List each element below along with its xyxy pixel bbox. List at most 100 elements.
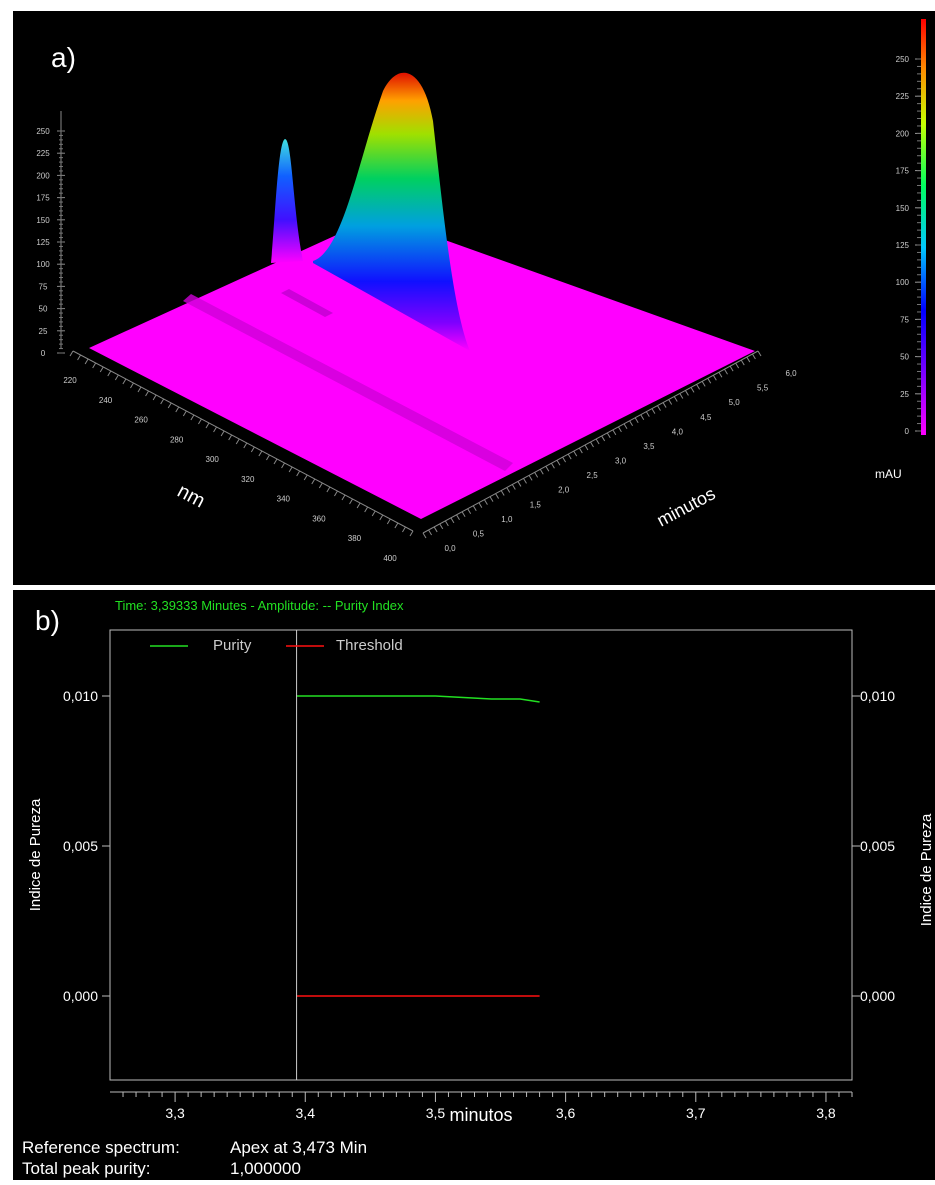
time-minor-tick (746, 356, 751, 363)
nm-minor-tick (296, 470, 301, 477)
z-tick-label: 100 (36, 260, 50, 269)
time-minor-tick (428, 529, 433, 536)
nm-tick-label: 240 (99, 396, 113, 405)
time-tick-label: 4,0 (672, 427, 684, 436)
time-axis: 0,0 0,5 1,0 1,5 2,0 2,5 3,0 3,5 4,0 4,5 5,0 5,5 6,0 (422, 350, 797, 553)
total-purity-value: 1,000000 (230, 1159, 301, 1178)
legend-threshold-label: Threshold (336, 637, 403, 654)
time-minor-tick (511, 484, 516, 490)
nm-minor-tick (130, 382, 134, 389)
nm-minor-tick (77, 354, 81, 361)
x-tick-label: 3,7 (686, 1105, 706, 1121)
nm-minor-tick (122, 378, 127, 385)
time-minor-tick (584, 444, 589, 451)
time-minor-tick (578, 447, 583, 454)
colorbar-tick-label: 200 (896, 129, 910, 138)
time-minor-tick (662, 402, 667, 408)
time-minor-tick (422, 532, 427, 539)
nm-minor-tick (356, 502, 361, 509)
nm-minor-tick (137, 386, 142, 393)
peak-small (271, 139, 303, 263)
time-tick-label: 3,0 (615, 457, 627, 466)
y-tick-label-left: 0,010 (63, 688, 98, 704)
nm-axis: 220 240 260 280 300 320 340 360 380 400 (63, 350, 414, 563)
ridge-2 (281, 289, 333, 317)
z-tick-label: 250 (36, 127, 50, 136)
time-minor-tick (612, 429, 617, 436)
panel-b-label: b) (35, 605, 60, 636)
colorbar-tick-label: 125 (896, 241, 910, 250)
peak-large (313, 72, 470, 351)
nm-minor-tick (386, 518, 391, 525)
time-tick-label: 0,5 (473, 529, 485, 538)
nm-minor-tick (167, 402, 172, 409)
nm-minor-tick (182, 410, 187, 417)
time-minor-tick (696, 384, 701, 390)
z-tick-label: 150 (36, 216, 50, 225)
nm-minor-tick (394, 522, 399, 529)
x-tick-label: 3,5 (426, 1105, 446, 1121)
time-minor-tick (757, 350, 762, 357)
nm-minor-tick (288, 466, 293, 473)
time-minor-tick (550, 462, 555, 469)
y-tick-label-right: 0,005 (860, 838, 895, 854)
x-tick-label: 3,8 (816, 1105, 836, 1121)
nm-minor-tick (84, 358, 89, 365)
time-minor-tick (740, 359, 745, 366)
time-minor-tick (444, 520, 449, 527)
nm-tick-label: 320 (241, 475, 255, 484)
time-minor-tick (433, 526, 438, 533)
nm-tick-label: 280 (170, 435, 184, 444)
time-tick-label: 3,5 (643, 442, 655, 451)
colorbar: 0 25 50 75 100 125 150 175 200 225 250 (896, 19, 926, 436)
time-minor-tick (573, 450, 578, 457)
time-minor-tick (690, 387, 695, 393)
nm-minor-tick (349, 498, 353, 505)
nm-minor-tick (69, 350, 74, 357)
time-tick-label: 2,0 (558, 486, 570, 495)
z-tick-label: 175 (36, 194, 50, 203)
y-tick-label-left: 0,005 (63, 838, 98, 854)
nm-tick-label: 300 (206, 455, 220, 464)
z-tick-label: 225 (36, 149, 50, 158)
reference-spectrum-label: Reference spectrum: (22, 1138, 180, 1157)
purity-plot-svg: Time: 3,39333 Minutes - Amplitude: -- Pu… (27, 598, 935, 1125)
time-minor-tick (668, 399, 673, 405)
time-minor-tick (601, 435, 606, 442)
time-minor-tick (735, 362, 740, 369)
time-minor-tick (729, 365, 734, 372)
nm-tick-label: 220 (63, 376, 77, 385)
panel-a-label: a) (51, 42, 76, 73)
plot-frame (109, 629, 853, 1081)
colorbar-tick-label: 225 (896, 92, 910, 101)
nm-minor-tick (273, 458, 278, 465)
nm-tick-label: 400 (383, 554, 397, 563)
time-minor-tick (489, 496, 494, 502)
nm-minor-tick (379, 514, 384, 521)
y-tick-label-right: 0,000 (860, 988, 895, 1004)
nm-minor-tick (160, 398, 165, 405)
time-minor-tick (634, 417, 639, 423)
colorbar-tick-label: 75 (900, 315, 909, 324)
time-minor-tick (657, 405, 661, 411)
time-tick-label: 0,0 (444, 544, 456, 553)
z-tick-label: 75 (39, 282, 48, 291)
surface-floor (89, 216, 755, 519)
nm-axis-label: nm (174, 480, 209, 512)
time-minor-tick (461, 511, 466, 518)
nm-tick-label: 380 (348, 534, 362, 543)
time-minor-tick (523, 478, 527, 484)
time-minor-tick (495, 493, 500, 499)
nm-minor-tick (198, 418, 202, 425)
nm-minor-tick (107, 370, 112, 377)
z-tick-label: 25 (39, 327, 48, 336)
colorbar-unit: mAU (875, 467, 902, 481)
nm-minor-tick (220, 430, 225, 437)
time-minor-tick (629, 420, 634, 427)
y-axis-label-left: Indice de Pureza (27, 798, 44, 911)
nm-minor-tick (402, 526, 406, 533)
colorbar-tick-label: 25 (900, 390, 909, 399)
nm-minor-tick (364, 506, 369, 513)
time-minor-tick (456, 514, 460, 521)
